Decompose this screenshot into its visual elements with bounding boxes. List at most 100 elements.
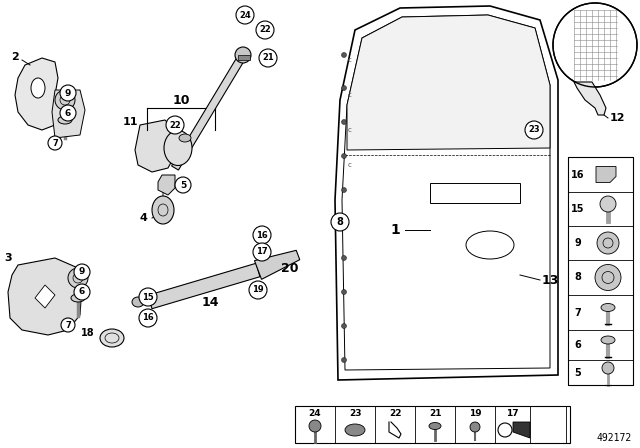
Polygon shape [135, 120, 175, 172]
Circle shape [342, 358, 346, 362]
Text: 1: 1 [390, 223, 400, 237]
Circle shape [139, 288, 157, 306]
Text: 14: 14 [201, 296, 219, 309]
Circle shape [166, 116, 184, 134]
Circle shape [253, 243, 271, 261]
Circle shape [48, 136, 62, 150]
Ellipse shape [58, 116, 72, 124]
Circle shape [139, 309, 157, 327]
Text: 9: 9 [79, 267, 85, 276]
Circle shape [309, 420, 321, 432]
Text: 8: 8 [337, 217, 344, 227]
Text: 22: 22 [169, 121, 181, 129]
Text: 13: 13 [541, 273, 559, 287]
Ellipse shape [71, 294, 85, 302]
Text: c: c [348, 127, 352, 133]
Circle shape [55, 90, 75, 110]
Circle shape [60, 105, 76, 121]
Text: 2: 2 [11, 52, 19, 62]
Circle shape [342, 188, 346, 193]
Polygon shape [347, 15, 550, 150]
Polygon shape [172, 53, 246, 170]
Circle shape [60, 85, 76, 101]
Text: 15: 15 [142, 293, 154, 302]
Polygon shape [15, 58, 60, 130]
Polygon shape [148, 263, 260, 309]
Circle shape [595, 264, 621, 290]
Circle shape [470, 422, 480, 432]
Ellipse shape [601, 303, 615, 311]
Circle shape [74, 284, 90, 300]
Circle shape [342, 86, 346, 90]
Ellipse shape [31, 78, 45, 98]
Text: 16: 16 [256, 231, 268, 240]
Text: 6: 6 [575, 340, 581, 350]
Circle shape [342, 255, 346, 260]
Circle shape [68, 268, 88, 288]
Text: 3: 3 [4, 253, 12, 263]
Ellipse shape [132, 297, 144, 307]
Polygon shape [8, 258, 82, 335]
Text: 21: 21 [262, 53, 274, 63]
Text: 16: 16 [572, 169, 585, 180]
Circle shape [525, 121, 543, 139]
Polygon shape [574, 82, 606, 115]
Circle shape [600, 196, 616, 212]
Circle shape [342, 120, 346, 125]
Ellipse shape [152, 196, 174, 224]
Text: 24: 24 [308, 409, 321, 418]
Bar [568, 157, 633, 385]
Polygon shape [158, 175, 175, 195]
Text: 11: 11 [122, 117, 138, 127]
Polygon shape [35, 285, 55, 308]
Text: 17: 17 [256, 247, 268, 257]
Text: 4: 4 [139, 213, 147, 223]
Text: 12: 12 [609, 113, 625, 123]
Text: 17: 17 [506, 409, 518, 418]
Circle shape [249, 281, 267, 299]
Circle shape [342, 221, 346, 227]
Circle shape [342, 289, 346, 294]
Text: 16: 16 [142, 314, 154, 323]
Ellipse shape [179, 134, 191, 142]
Text: 7: 7 [65, 320, 71, 329]
Text: 7: 7 [575, 307, 581, 318]
Circle shape [61, 318, 75, 332]
Circle shape [253, 226, 271, 244]
Circle shape [342, 154, 346, 159]
Circle shape [256, 21, 274, 39]
Circle shape [74, 264, 90, 280]
Circle shape [331, 213, 349, 231]
Bar [430, 183, 520, 203]
Text: 492172: 492172 [596, 433, 632, 443]
Text: 20: 20 [281, 262, 299, 275]
Bar [238, 55, 250, 60]
Text: 5: 5 [180, 181, 186, 190]
Circle shape [597, 232, 619, 254]
Text: 18: 18 [81, 328, 95, 338]
Text: 7: 7 [52, 138, 58, 147]
Ellipse shape [345, 424, 365, 436]
Circle shape [602, 362, 614, 374]
Ellipse shape [429, 422, 441, 430]
Text: 22: 22 [259, 26, 271, 34]
Text: 15: 15 [572, 204, 585, 214]
Ellipse shape [601, 336, 615, 344]
Text: 9: 9 [65, 89, 71, 98]
Text: c: c [348, 92, 352, 98]
Text: 23: 23 [528, 125, 540, 134]
Text: 9: 9 [575, 238, 581, 248]
Text: 23: 23 [349, 409, 361, 418]
Text: 10: 10 [172, 94, 189, 107]
Text: 24: 24 [239, 10, 251, 20]
Text: 21: 21 [429, 409, 441, 418]
Circle shape [342, 52, 346, 57]
Text: c: c [348, 162, 352, 168]
Text: c: c [348, 57, 352, 63]
Polygon shape [52, 90, 85, 138]
Bar [295, 406, 570, 443]
Circle shape [259, 49, 277, 67]
Ellipse shape [164, 130, 192, 165]
Polygon shape [255, 250, 300, 280]
Text: 8: 8 [575, 272, 581, 283]
